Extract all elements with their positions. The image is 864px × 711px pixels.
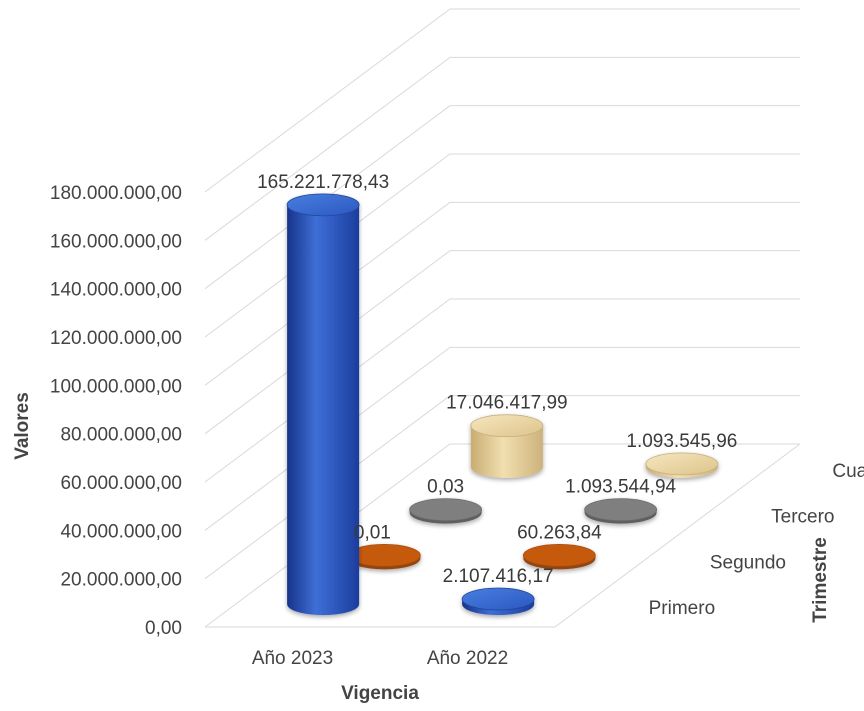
bar-body	[470, 425, 543, 478]
data-label: 2.107.416,17	[443, 566, 554, 587]
gridline	[204, 346, 800, 531]
z-axis-ticks: Primero Segundo Tercero Cuarto	[649, 461, 864, 619]
x-tick-label: Año 2022	[427, 648, 508, 669]
gridline	[204, 201, 800, 386]
gridline	[204, 8, 800, 193]
gridline	[204, 153, 800, 338]
data-label: 60.263,84	[517, 522, 602, 543]
bar-segundo-1	[347, 543, 421, 570]
bar-top	[522, 543, 596, 567]
gridline	[204, 443, 800, 628]
bar-top	[347, 543, 421, 567]
x-axis-ticks: Año 2023 Año 2022	[252, 648, 508, 669]
bar-top	[584, 498, 658, 522]
data-label: 1.093.544,94	[565, 477, 676, 498]
bar-top	[645, 452, 719, 476]
bar-cuarto-2	[645, 452, 719, 478]
bar-primero-2	[461, 587, 535, 616]
y-tick-label: 180.000.000,00	[50, 183, 182, 204]
series-label: Primero	[649, 598, 716, 619]
y-tick-label: 20.000.000,00	[60, 570, 182, 591]
series-label: Segundo	[710, 552, 786, 573]
gridline	[204, 105, 800, 290]
gridline	[204, 250, 800, 435]
data-label: 0,01	[354, 522, 391, 543]
chart-floor	[205, 443, 801, 628]
data-label: 1.093.545,96	[626, 431, 737, 452]
z-axis-title: Trimestre	[810, 537, 831, 623]
y-tick-label: 120.000.000,00	[50, 328, 182, 349]
bar-top	[286, 193, 360, 217]
bar-tercero-1	[409, 498, 483, 524]
bar-top	[461, 587, 535, 611]
gridlines	[204, 8, 800, 628]
bar-body	[287, 204, 360, 616]
bar-top	[409, 498, 483, 522]
data-labels: 17.046.417,99 1.093.545,96 0,03 1.093.544,9…	[257, 172, 737, 587]
x-tick-label: Año 2023	[252, 648, 333, 669]
gridline	[204, 298, 800, 483]
y-tick-label: 80.000.000,00	[60, 425, 182, 446]
y-tick-label: 100.000.000,00	[50, 376, 182, 397]
floor-edge	[205, 443, 801, 628]
y-axis-ticks: 0,00 20.000.000,00 40.000.000,00 60.000.000…	[50, 183, 182, 639]
data-label: 165.221.778,43	[257, 172, 389, 193]
data-marks	[286, 193, 719, 616]
bar-cuarto-1	[470, 414, 544, 478]
data-label: 17.046.417,99	[446, 393, 568, 414]
y-axis-title: Valores	[12, 392, 33, 460]
bar-top	[470, 414, 544, 438]
y-tick-label: 160.000.000,00	[50, 231, 182, 252]
y-tick-label: 60.000.000,00	[60, 473, 182, 494]
y-tick-label: 40.000.000,00	[60, 521, 182, 542]
y-tick-label: 0,00	[145, 618, 182, 639]
x-axis-title: Vigencia	[341, 683, 419, 704]
bar-primero-1	[286, 193, 360, 616]
y-tick-label: 140.000.000,00	[50, 280, 182, 301]
gridline	[204, 395, 800, 580]
data-label: 0,03	[427, 477, 464, 498]
gridline	[204, 56, 800, 241]
series-label: Tercero	[771, 507, 834, 528]
series-label: Cuarto	[832, 461, 864, 482]
bar-segundo-2	[522, 543, 596, 570]
bar-tercero-2	[584, 498, 658, 524]
